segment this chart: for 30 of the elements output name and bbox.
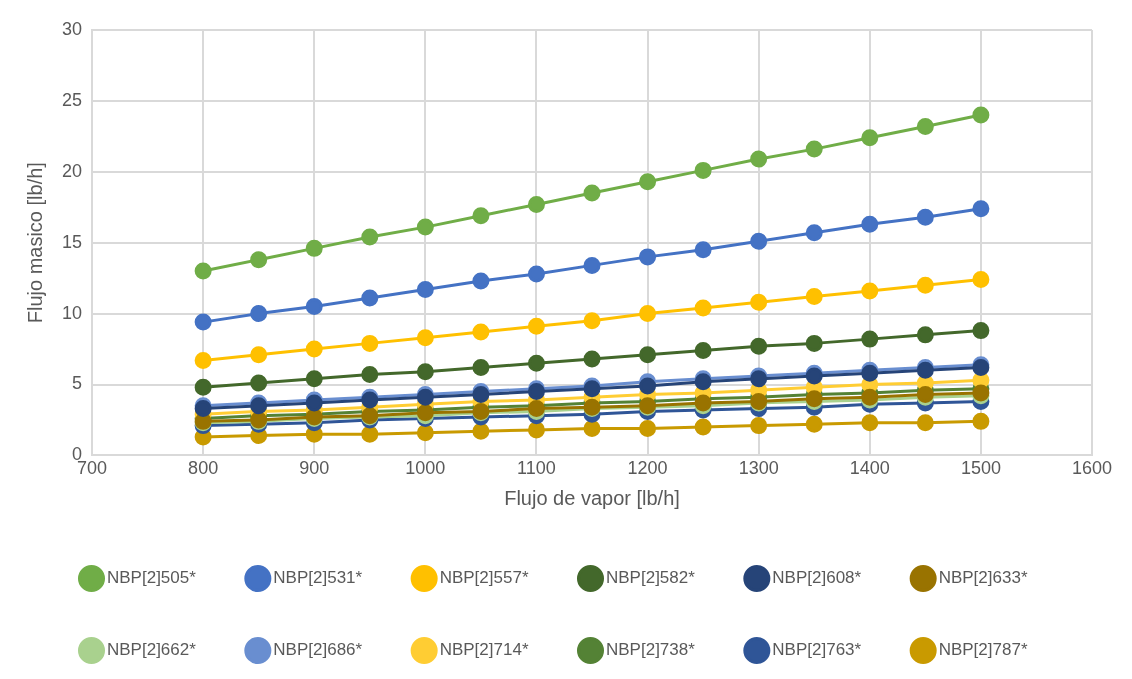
x-axis-title: Flujo de vapor [lb/h] [504, 486, 680, 509]
legend-label: NBP[2]686* [273, 640, 363, 660]
legend-label: NBP[2]633* [938, 568, 1028, 588]
x-tick-label: 900 [299, 458, 330, 479]
y-tick-label: 15 [61, 231, 83, 252]
x-tick-label: 800 [188, 458, 219, 479]
legend-label: NBP[2]608* [772, 568, 862, 588]
y-tick-label: 5 [72, 373, 83, 394]
x-tick-label: 1300 [738, 458, 779, 479]
legend-label: NBP[2]582* [606, 568, 696, 588]
legend-label: NBP[2]714* [439, 640, 529, 660]
x-tick-label: 1400 [849, 458, 890, 479]
y-tick-label: 20 [61, 160, 83, 181]
legend-label: NBP[2]787* [938, 640, 1028, 660]
x-tick-label: 1600 [1071, 458, 1113, 479]
legend-label: NBP[2]531* [273, 568, 363, 588]
x-tick-label: 1100 [517, 458, 556, 479]
y-tick-label: 25 [61, 89, 83, 110]
x-tick-label: 1000 [405, 458, 446, 479]
legend-label: NBP[2]662* [107, 640, 197, 660]
x-tick-label: 1500 [960, 458, 1001, 479]
legend-label: NBP[2]557* [439, 568, 529, 588]
legend-label: NBP[2]738* [606, 640, 696, 660]
y-tick-label: 30 [61, 18, 83, 39]
legend-label: NBP[2]505* [107, 568, 197, 588]
y-tick-label: 10 [61, 302, 83, 323]
y-axis-title: Flujo masico [lb/h] [23, 162, 46, 324]
x-tick-label: 1200 [627, 458, 668, 479]
legend-label: NBP[2]763* [772, 640, 862, 660]
y-tick-label: 0 [72, 444, 83, 465]
